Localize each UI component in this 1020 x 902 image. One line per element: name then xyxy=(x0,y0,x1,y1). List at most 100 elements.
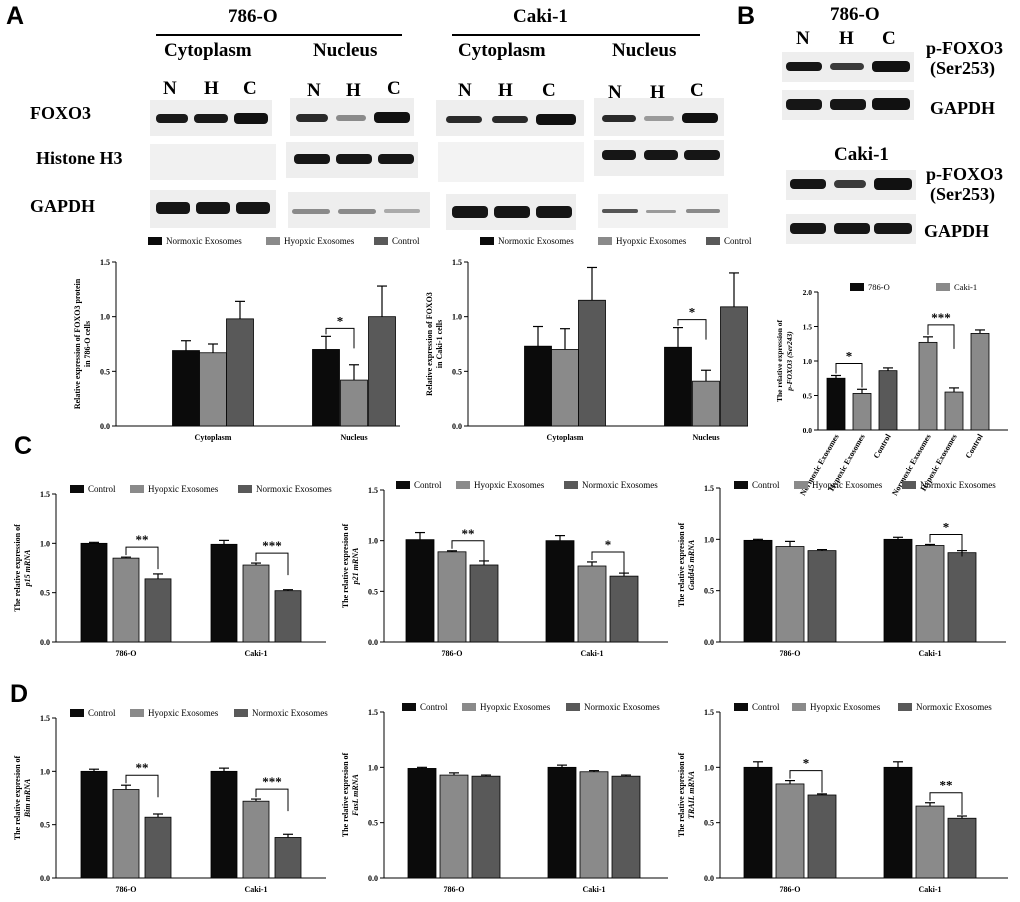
C2-y-label-line: p21 mRNA xyxy=(351,547,360,585)
blot-b-row-ser253: (Ser253) xyxy=(930,58,995,78)
A2-y-label-line: Relative expression of FOXO3 xyxy=(425,292,434,396)
A2-y-label: Relative expression of FOXO3 in Caki-1 ce… xyxy=(425,292,444,396)
D3-significance-bracket xyxy=(789,770,823,793)
blot-a-cell-caki1: Caki-1 xyxy=(513,6,568,27)
D3-legend-swatch xyxy=(898,703,912,711)
D3-significance-label: * xyxy=(803,756,810,771)
C2-y-tick-label: 0.5 xyxy=(368,587,378,596)
C2-bar xyxy=(609,575,639,643)
blot-a-divider-caki1 xyxy=(452,34,700,36)
A1-y-label-line: Relative expression of FOXO3 protein xyxy=(73,278,82,409)
A2-y-tick-label: 0.5 xyxy=(452,367,462,376)
D2-legend-swatch xyxy=(566,703,580,711)
D1-y-tick-label: 1.5 xyxy=(40,714,50,723)
D1-bar xyxy=(80,770,108,879)
C2-legend-swatch xyxy=(396,481,410,489)
B-significance-bracket xyxy=(927,324,955,349)
B-x-tick-label-group: Control xyxy=(964,432,985,460)
B-y-tick-label: 2.0 xyxy=(803,288,813,297)
D2-legend-swatch xyxy=(402,703,416,711)
blot-a-lane-n: N xyxy=(163,78,177,99)
A1-y-tick-label: 0.5 xyxy=(100,367,110,376)
C1-bar xyxy=(242,564,270,643)
B-legend-swatch xyxy=(850,283,864,291)
C2-legend-swatch xyxy=(564,481,578,489)
C3-y-tick-label: 1.0 xyxy=(704,535,714,544)
D1-y-tick-label: 1.0 xyxy=(40,767,50,776)
D3-bar xyxy=(915,805,945,879)
blot-b-lane-c: C xyxy=(882,28,896,49)
A2-bar xyxy=(692,380,720,427)
D2-y-tick-label: 0.5 xyxy=(368,819,378,828)
C1-significance-label: *** xyxy=(262,538,282,553)
A2-legend-label: Normoxic Exosomes xyxy=(498,236,574,246)
C1-x-tick-label: 786-O xyxy=(116,649,137,658)
blot-a-fraction-cyto-caki1: Cytoplasm xyxy=(458,40,546,61)
chart-foxo3-786o: 0.0 0.5 1.0 1.5 Relative expression of FOXO3… xyxy=(73,236,420,442)
chart-foxo3-caki1: 0.0 0.5 1.0 1.5 Relative expression of FOXO3… xyxy=(425,236,752,442)
B-y-label-line: The relative expression of xyxy=(775,319,784,402)
B-y-tick-label: 1.0 xyxy=(803,357,813,366)
blot-a-row-gapdh: GAPDH xyxy=(30,196,95,216)
C3-y-tick-label: 1.5 xyxy=(704,484,714,493)
C3-bar xyxy=(947,552,977,643)
blot-a-cell-786o: 786-O xyxy=(228,6,278,27)
B-legend-label: Caki-1 xyxy=(954,282,977,292)
blot-a-lane-n: N xyxy=(307,80,321,101)
A1-bar xyxy=(172,350,200,427)
D3-y-tick-label: 1.0 xyxy=(704,763,714,772)
D2-bar xyxy=(439,774,469,879)
A2-significance-bracket xyxy=(677,319,707,340)
C1-y-tick-label: 0.0 xyxy=(40,638,50,647)
C1-legend-label: Hyopxic Exosomes xyxy=(148,484,219,494)
blot-a-lane-h: H xyxy=(204,78,219,99)
B-y-label: The relative expression of p-FOXO3 (Ser24… xyxy=(775,319,794,402)
B-y-tick-label: 0.0 xyxy=(803,426,813,435)
D1-y-tick-label: 0.0 xyxy=(40,874,50,883)
D2-legend-label: Normoxic Exosomes xyxy=(584,702,660,712)
C1-y-label-line: p15 mRNA xyxy=(23,549,32,587)
B-bar xyxy=(918,341,938,431)
C2-legend-label: Control xyxy=(414,480,442,490)
A2-bar xyxy=(578,299,606,427)
C2-significance-bracket xyxy=(591,551,625,574)
panel-letter-a: A xyxy=(6,2,25,30)
chart-pfoxo3: 0.0 0.5 1.0 1.5 2.0 The relative expression o… xyxy=(775,282,1008,497)
D3-legend-swatch xyxy=(792,703,806,711)
blot-a-row-foxo3: FOXO3 xyxy=(30,103,91,123)
D1-bar xyxy=(144,816,172,879)
C2-y-tick-label: 1.0 xyxy=(368,537,378,546)
blot-b-lane-n: N xyxy=(796,28,810,49)
D1-legend-label: Normoxic Exosomes xyxy=(252,708,328,718)
A1-y-tick-label: 1.5 xyxy=(100,258,110,267)
C2-bar xyxy=(577,565,607,643)
chart-trail: 0.0 0.5 1.0 1.5 The relative expresion of TRA… xyxy=(677,702,1008,894)
D3-legend-label: Control xyxy=(752,702,780,712)
D2-legend-label: Hyopxic Exosomes xyxy=(480,702,551,712)
D1-legend-swatch xyxy=(130,709,144,717)
C3-significance-label: * xyxy=(943,519,950,534)
blot-b-row-gapdh: GAPDH xyxy=(930,98,995,118)
B-y-label-line: p-FOXO3 (Ser243) xyxy=(785,331,794,392)
A2-y-tick-label: 0.0 xyxy=(452,422,462,431)
A2-x-tick-label: Cytoplasm xyxy=(547,433,584,442)
C3-legend-swatch xyxy=(794,481,808,489)
C2-legend-swatch xyxy=(456,481,470,489)
A2-significance-label: * xyxy=(689,305,696,320)
C2-y-tick-label: 0.0 xyxy=(368,638,378,647)
D3-y-tick-label: 0.5 xyxy=(704,819,714,828)
A1-y-tick-label: 0.0 xyxy=(100,422,110,431)
C3-bar xyxy=(883,538,913,643)
C1-legend-label: Control xyxy=(88,484,116,494)
A1-legend-label: Normoxic Exosomes xyxy=(166,236,242,246)
C2-x-tick-label: Caki-1 xyxy=(580,649,603,658)
A2-legend-swatch xyxy=(598,237,612,245)
C3-bar xyxy=(743,539,773,643)
C3-bar xyxy=(807,550,837,643)
C3-legend-swatch xyxy=(902,481,916,489)
blot-a-lane-c: C xyxy=(690,80,704,101)
A1-legend-label: Hyopxic Exosomes xyxy=(284,236,355,246)
panel-letter-c: C xyxy=(14,432,33,460)
D2-bar xyxy=(611,775,641,879)
blot-b-cell-caki1: Caki-1 xyxy=(834,144,889,165)
